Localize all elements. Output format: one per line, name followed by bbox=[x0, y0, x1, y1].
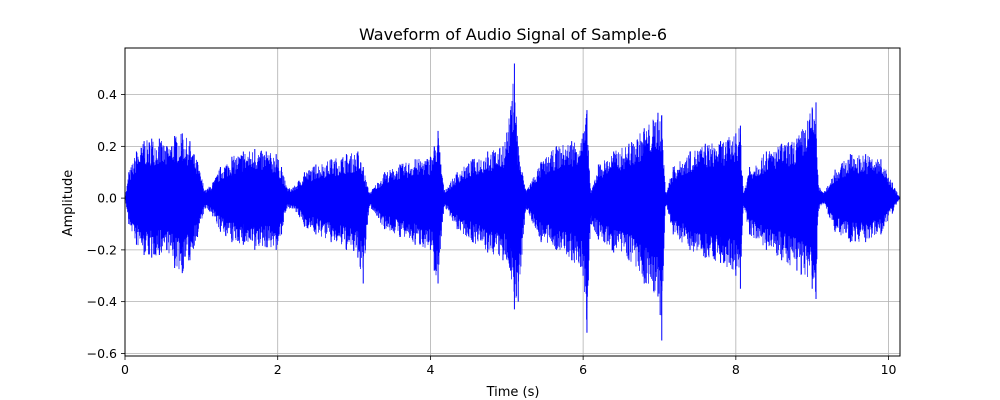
y-axis-label: Amplitude bbox=[61, 170, 76, 237]
y-tick-label: −0.6 bbox=[87, 346, 117, 361]
waveform-series bbox=[125, 63, 900, 341]
plot-area-frame bbox=[124, 47, 901, 357]
x-tick-label: 6 bbox=[579, 362, 587, 377]
waveform-line bbox=[125, 83, 900, 320]
y-tick-label: 0.4 bbox=[97, 87, 117, 102]
y-tick-label: −0.4 bbox=[87, 294, 117, 309]
y-tick-label: −0.2 bbox=[87, 242, 117, 257]
x-axis-label: Time (s) bbox=[486, 385, 540, 400]
y-tick-label: 0.0 bbox=[97, 191, 117, 206]
waveform-peaks bbox=[128, 63, 893, 341]
chart-title: Waveform of Audio Signal of Sample-6 bbox=[359, 25, 667, 44]
x-tick-label: 2 bbox=[274, 362, 282, 377]
x-tick-label: 0 bbox=[121, 362, 129, 377]
x-tick-label: 8 bbox=[732, 362, 740, 377]
x-tick-label: 4 bbox=[426, 362, 434, 377]
x-tick-label: 10 bbox=[881, 362, 897, 377]
y-tick-label: 0.2 bbox=[97, 139, 117, 154]
axis-ticks: 0 2 4 6 8 10 −0.6 −0.4 −0.2 0.0 0.2 0.4 bbox=[87, 87, 897, 377]
